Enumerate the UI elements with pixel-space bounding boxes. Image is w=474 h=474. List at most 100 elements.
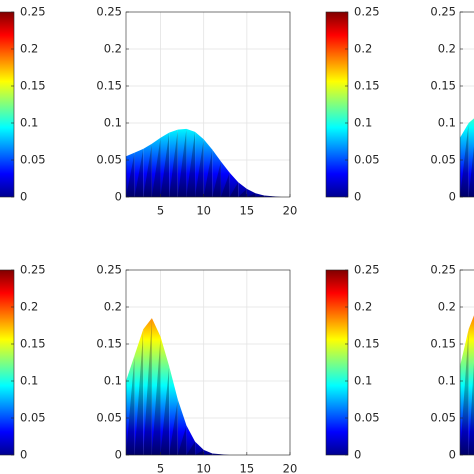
colorbar-tick-label: 0 — [20, 448, 27, 462]
area-shade — [134, 329, 144, 455]
x-tick-label: 15 — [240, 204, 255, 218]
area-segment — [134, 329, 144, 455]
colorbar-tick-label: 0.25 — [354, 5, 380, 19]
x-tick-label: 20 — [283, 204, 298, 218]
area-segment — [264, 195, 273, 197]
y-tick-label: 0.2 — [438, 42, 456, 56]
y-tick-label: 0.1 — [104, 116, 122, 130]
plot — [126, 128, 282, 197]
colorbar-tick-label: 0 — [20, 190, 27, 204]
area-shade — [246, 193, 256, 197]
area-shade — [126, 355, 135, 455]
area-segment — [134, 148, 144, 197]
y-tick-label: 0.05 — [430, 411, 456, 425]
area-segment — [177, 399, 187, 455]
area-segment — [126, 355, 135, 455]
area-shade — [203, 149, 213, 197]
y-tick-label: 0 — [449, 190, 456, 204]
axes-box — [125, 269, 291, 456]
colorbar — [0, 269, 15, 456]
axes-box — [459, 11, 474, 198]
y-tick-label: 0.2 — [104, 42, 122, 56]
y-tick-label: 0.05 — [96, 411, 122, 425]
area-segment — [195, 131, 204, 197]
area-shade — [177, 425, 187, 455]
x-tick-label: 5 — [157, 462, 164, 474]
area-segment — [203, 139, 213, 197]
colorbar-tick-label: 0.05 — [354, 153, 380, 167]
area-segment — [160, 336, 170, 455]
area-shade — [160, 132, 170, 197]
area-shade — [186, 131, 196, 197]
area-segment — [151, 137, 161, 197]
area-segment — [246, 188, 256, 197]
area-segment — [160, 132, 170, 197]
y-tick-label: 0.15 — [96, 79, 122, 93]
area-segment — [177, 128, 187, 197]
area-segment — [186, 128, 196, 197]
area-segment — [151, 318, 161, 455]
y-tick-label: 0.25 — [430, 5, 456, 19]
x-tick-label: 15 — [240, 462, 255, 474]
area-segment — [203, 449, 213, 455]
colorbar-tick-label: 0.15 — [354, 337, 380, 351]
area-shade — [160, 366, 170, 455]
area-segment — [169, 129, 178, 197]
area-segment — [126, 152, 135, 197]
area-shade — [151, 336, 161, 455]
area-shade — [203, 453, 213, 455]
y-tick-label: 0.25 — [96, 263, 122, 277]
y-tick-label: 0.1 — [438, 374, 456, 388]
area-shade — [195, 449, 204, 455]
x-tick-label: 10 — [196, 462, 211, 474]
area-shade — [238, 188, 247, 197]
area-segment — [460, 123, 469, 197]
y-tick-label: 0.15 — [430, 79, 456, 93]
area-segment — [169, 366, 178, 455]
y-tick-label: 0.2 — [104, 300, 122, 314]
area-shade — [151, 137, 161, 197]
colorbar-tick-label: 0.2 — [20, 300, 38, 314]
colorbar — [0, 11, 15, 198]
area-shade — [169, 129, 178, 197]
y-tick-label: 0 — [449, 448, 456, 462]
area-segment — [220, 161, 230, 197]
colorbar-tick-label: 0.1 — [20, 116, 38, 130]
y-tick-label: 0.25 — [96, 5, 122, 19]
area-segment — [195, 441, 204, 455]
axes-box — [125, 11, 291, 198]
colorbar — [325, 11, 349, 198]
colorbar-tick-label: 0.25 — [354, 263, 380, 277]
colorbar-tick-label: 0.1 — [354, 116, 372, 130]
colorbar-tick-label: 0.2 — [20, 42, 38, 56]
plot — [460, 118, 474, 197]
colorbar-tick-label: 0.15 — [20, 337, 46, 351]
colorbar-tick-label: 0.15 — [20, 79, 46, 93]
area-segment — [238, 182, 247, 197]
colorbar-tick-label: 0.05 — [20, 153, 46, 167]
area-shade — [126, 152, 135, 197]
area-segment — [143, 318, 152, 455]
area-shade — [134, 148, 144, 197]
colorbar-tick-label: 0.25 — [20, 263, 46, 277]
y-tick-label: 0.15 — [430, 337, 456, 351]
plot — [126, 318, 230, 455]
colorbar-tick-label: 0.25 — [20, 5, 46, 19]
y-tick-label: 0.05 — [96, 153, 122, 167]
area-shade — [468, 146, 474, 197]
area-shade — [195, 139, 204, 197]
colorbar-tick-label: 0.2 — [354, 300, 372, 314]
y-tick-label: 0.05 — [430, 153, 456, 167]
y-tick-label: 0.15 — [96, 337, 122, 351]
area-shade — [468, 362, 474, 455]
area-shade — [229, 182, 239, 197]
x-tick-label: 20 — [283, 462, 298, 474]
area-segment — [468, 315, 474, 455]
y-tick-label: 0.2 — [438, 300, 456, 314]
area-segment — [460, 329, 469, 455]
area-shade — [143, 143, 152, 197]
plot — [460, 315, 474, 455]
area-shade — [460, 123, 469, 197]
colorbar-tick-label: 0.2 — [354, 42, 372, 56]
